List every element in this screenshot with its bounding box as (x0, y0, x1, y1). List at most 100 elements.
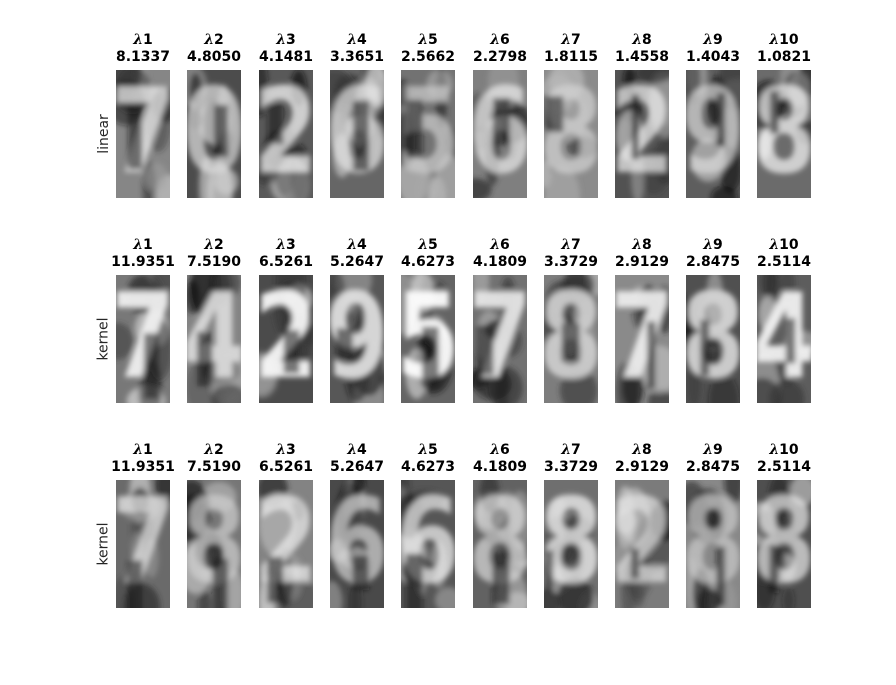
eigenimage: 8 (686, 275, 740, 403)
svg-text:9: 9 (686, 70, 740, 198)
eigenvalue: 4.8050 (186, 49, 242, 65)
eigen-panel: λ34.1481 2 (250, 32, 322, 198)
eigen-index-line: λ7 (535, 32, 607, 49)
eigenimage-svg: 2 (615, 70, 669, 198)
eigenvalue-title: λ7 1.8115 (535, 32, 607, 66)
eigen-index-line: λ8 (606, 442, 678, 459)
eigen-index: 5 (428, 237, 438, 253)
lambda-symbol: λ (133, 237, 144, 253)
eigenvalue: 11.9351 (111, 254, 175, 270)
row-label-text: kernel (96, 522, 113, 566)
eigenvalue-title: λ6 4.1809 (464, 237, 536, 271)
eigenimage: 5 (401, 70, 455, 198)
lambda-symbol: λ (276, 442, 287, 458)
eigenvalue-title: λ7 3.3729 (535, 442, 607, 476)
eigen-panel: λ45.2647 9 (321, 237, 393, 403)
lambda-symbol: λ (418, 237, 429, 253)
eigenvalue-title: λ10 2.5114 (748, 442, 820, 476)
eigenvalue: 1.4043 (685, 49, 741, 65)
eigenvalue: 2.5662 (400, 49, 456, 65)
lambda-symbol: λ (204, 237, 215, 253)
eigen-index-line: λ8 (606, 32, 678, 49)
eigenimage: 2 (615, 480, 669, 608)
eigenvalue: 4.6273 (400, 254, 456, 270)
eigenimage-svg: 6 (473, 70, 527, 198)
lambda-symbol: λ (133, 442, 144, 458)
eigen-index-line: λ3 (250, 442, 322, 459)
eigenvalue-title: λ9 2.8475 (677, 237, 749, 271)
eigenvalue-title: λ5 4.6273 (392, 442, 464, 476)
eigenvalue-title: λ4 3.3651 (321, 32, 393, 66)
eigenvalue-title: λ8 2.9129 (606, 442, 678, 476)
eigen-index-line: λ6 (464, 237, 536, 254)
eigen-index: 10 (779, 32, 799, 48)
eigen-index: 1 (143, 442, 153, 458)
svg-text:8: 8 (686, 480, 740, 608)
eigenvalue: 11.9351 (111, 459, 175, 475)
eigenvalue-title: λ3 6.5261 (250, 442, 322, 476)
eigen-index-line: λ10 (748, 32, 820, 49)
eigen-panel: λ92.8475 8 (677, 442, 749, 608)
eigen-index-line: λ9 (677, 32, 749, 49)
eigen-index: 3 (286, 442, 296, 458)
eigen-index-line: λ6 (464, 32, 536, 49)
eigenvalue: 4.1809 (472, 254, 528, 270)
eigenimage: 2 (259, 70, 313, 198)
eigenimage-svg: 8 (686, 480, 740, 608)
svg-text:4: 4 (187, 275, 241, 403)
eigenimage: 8 (187, 480, 241, 608)
eigenimage-svg: 6 (330, 70, 384, 198)
lambda-symbol: λ (561, 442, 572, 458)
eigen-panel: λ52.56625 (392, 32, 464, 198)
eigen-index-line: λ9 (677, 442, 749, 459)
eigenvalue-title: λ2 7.5190 (178, 237, 250, 271)
svg-text:2: 2 (615, 480, 669, 608)
eigenvalue-title: λ7 3.3729 (535, 237, 607, 271)
row-label-text: kernel (96, 317, 113, 361)
eigen-panel: λ24.8050 0 (178, 32, 250, 198)
eigenimage: 2 (259, 275, 313, 403)
lambda-symbol: λ (347, 32, 358, 48)
eigen-index: 7 (571, 442, 581, 458)
eigenimage-svg: 6 (401, 480, 455, 608)
eigen-index: 10 (779, 442, 799, 458)
lambda-symbol: λ (276, 237, 287, 253)
eigenimage: 7 (116, 480, 170, 608)
lambda-symbol: λ (490, 442, 501, 458)
eigenimage: 8 (544, 70, 598, 198)
eigen-panel: λ36.5261 2 (250, 442, 322, 608)
eigen-index: 3 (286, 237, 296, 253)
svg-text:7: 7 (116, 70, 170, 198)
eigenvalue-title: λ2 4.8050 (178, 32, 250, 66)
eigenimage-svg: 4 (757, 275, 811, 403)
eigen-index-line: λ1 (107, 237, 179, 254)
eigenvalue: 3.3651 (329, 49, 385, 65)
eigenimage-svg: 7 (615, 275, 669, 403)
eigenvalue: 1.4558 (614, 49, 670, 65)
eigen-panel: λ73.3729 8 (535, 442, 607, 608)
eigen-index: 8 (642, 32, 652, 48)
eigen-panel: λ54.62735 (392, 237, 464, 403)
eigenimage: 2 (259, 480, 313, 608)
eigen-index: 10 (779, 237, 799, 253)
lambda-symbol: λ (561, 32, 572, 48)
eigen-index: 1 (143, 237, 153, 253)
row-label-text: linear (95, 114, 112, 154)
eigen-index-line: λ5 (392, 237, 464, 254)
eigenvalue-title: λ8 1.4558 (606, 32, 678, 66)
eigenvalue: 2.5114 (756, 254, 812, 270)
eigenvalue-title: λ6 2.2798 (464, 32, 536, 66)
eigenimage: 8 (686, 480, 740, 608)
eigen-index-line: λ8 (606, 237, 678, 254)
eigen-index: 7 (571, 32, 581, 48)
eigen-panel: λ71.8115 8 (535, 32, 607, 198)
eigen-index: 2 (214, 32, 224, 48)
eigenimage-svg: 5 (401, 70, 455, 198)
eigen-index: 7 (571, 237, 581, 253)
eigen-index-line: λ10 (748, 237, 820, 254)
eigenimage-svg: 8 (544, 480, 598, 608)
lambda-symbol: λ (769, 32, 780, 48)
eigen-index-line: λ2 (178, 32, 250, 49)
